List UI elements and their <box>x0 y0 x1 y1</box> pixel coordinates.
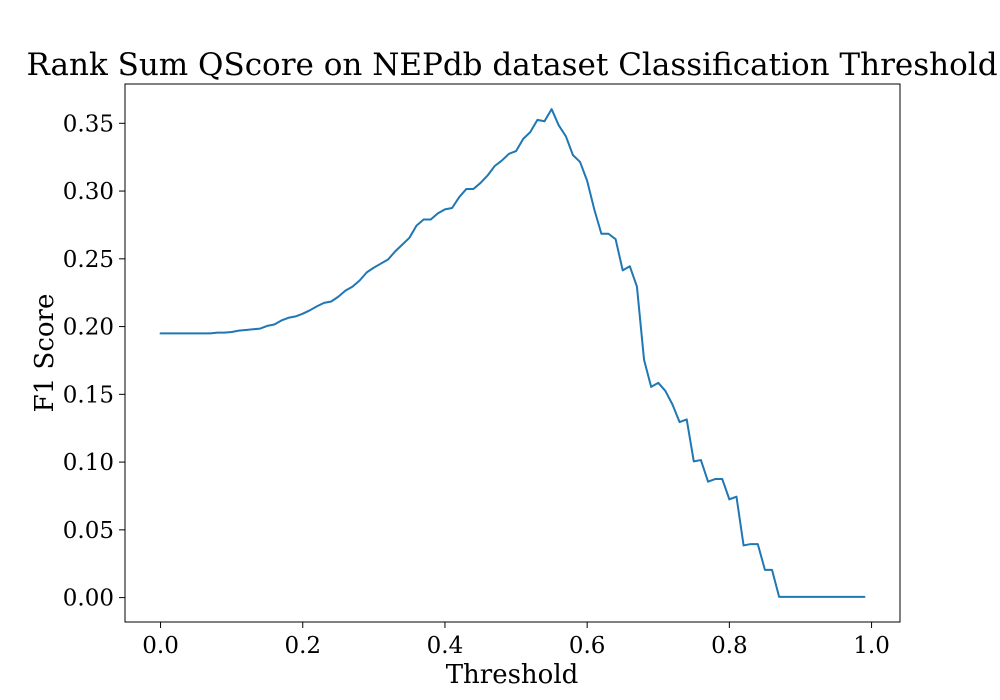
y-tick-label: 0.25 <box>63 247 114 273</box>
y-tick-label: 0.30 <box>63 179 114 205</box>
series-line-0 <box>159 108 866 598</box>
y-axis-label: F1 Score <box>30 294 60 413</box>
y-axis: 0.00 0.05 0.10 0.15 0.20 0.25 0.30 0.35 <box>63 111 125 612</box>
y-tick-label: 0.05 <box>63 518 114 544</box>
y-tick-label: 0.00 <box>63 586 114 612</box>
x-tick-label: 0.8 <box>711 633 748 659</box>
series-layer <box>159 108 866 598</box>
x-tick-label: 0.4 <box>427 633 464 659</box>
x-tick-label: 0.0 <box>142 633 179 659</box>
x-axis-label: Threshold <box>446 660 579 690</box>
y-tick-label: 0.35 <box>63 111 114 137</box>
x-tick-label: 0.2 <box>284 633 321 659</box>
x-axis: 0.0 0.2 0.4 0.6 0.8 1.0 <box>142 622 890 659</box>
y-tick-label: 0.15 <box>63 382 114 408</box>
x-tick-label: 1.0 <box>853 633 890 659</box>
y-tick-label: 0.10 <box>63 450 114 476</box>
plot-frame <box>124 83 901 623</box>
chart-title: Rank Sum QScore on NEPdb dataset Classif… <box>26 47 997 83</box>
y-tick-label: 0.20 <box>63 315 114 341</box>
x-tick-label: 0.6 <box>569 633 606 659</box>
